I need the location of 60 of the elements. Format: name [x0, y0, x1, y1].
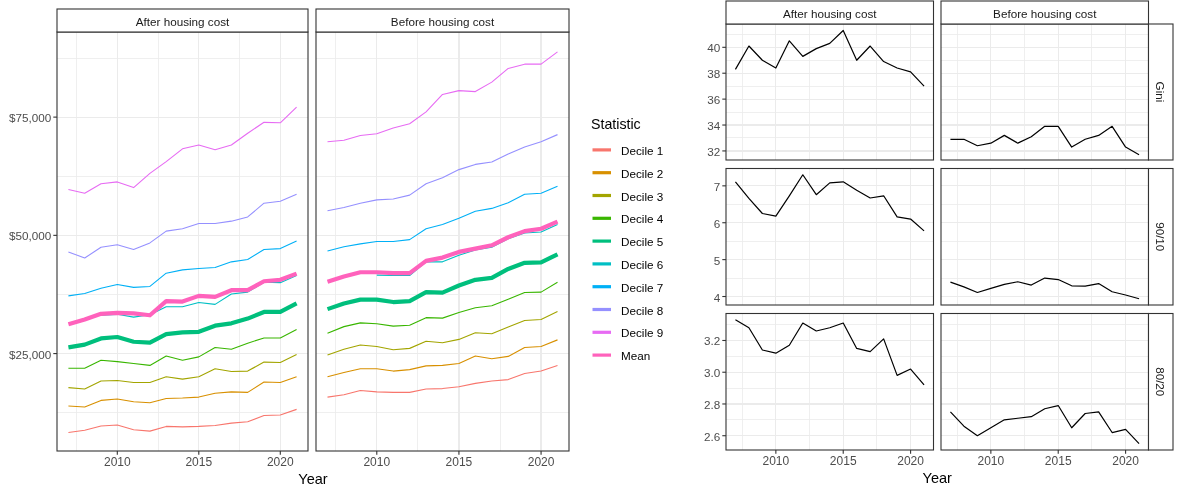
line-series: [66, 271, 299, 327]
y-tick-label: 7: [713, 179, 721, 193]
x-axis-title: Year: [298, 471, 328, 487]
y2-axis-title: 80/20: [1154, 367, 1168, 397]
x-tick-label: 2015: [829, 454, 857, 468]
x-tick-label: 2010: [762, 454, 790, 468]
line-series: [67, 376, 298, 408]
x-tick-label: 2010: [103, 455, 131, 469]
line-series: [67, 240, 298, 297]
y-tick-label: 32: [707, 144, 721, 158]
line-series: [67, 353, 298, 390]
line-series: [734, 174, 925, 232]
legend-label: Decile 4: [621, 211, 664, 225]
y-tick-label: 38: [707, 66, 721, 80]
y-tick-label: 3.0: [703, 365, 721, 379]
line-series: [67, 328, 298, 369]
legend-label: Decile 1: [621, 143, 664, 157]
x-tick-label: 2020: [897, 454, 925, 468]
x-axis-title: Year: [922, 470, 953, 486]
y-tick-label: 4: [713, 290, 721, 304]
line-series: [67, 408, 298, 434]
x-tick-label: 2010: [363, 455, 391, 469]
legend-label: Decile 3: [621, 189, 664, 202]
x-tick-label: 2015: [1044, 454, 1072, 468]
chart-title: After housing cost: [135, 14, 231, 27]
legend-label: Decile 5: [621, 234, 664, 248]
x-tick-label: 2020: [266, 455, 294, 469]
legend-label: Decile 2: [621, 166, 664, 180]
x-tick-label: 2015: [185, 455, 213, 469]
y-tick-label: 34: [707, 118, 721, 132]
line-series: [734, 29, 925, 87]
x-tick-label: 2010: [977, 454, 1005, 468]
chart-title: Before housing cost: [993, 6, 1098, 19]
x-tick-label: 2020: [527, 455, 555, 469]
y2-axis-title: 90/10: [1154, 222, 1168, 252]
legend-label: Decile 6: [621, 257, 664, 271]
y-tick-label: 2.8: [703, 397, 721, 411]
y-tick-label: $25,000: [8, 347, 52, 361]
legend-label: Decile 7: [621, 280, 664, 294]
y-tick-label: 5: [713, 253, 721, 267]
y-tick-label: 40: [707, 40, 721, 54]
chart-title: Before housing cost: [390, 14, 495, 27]
y2-axis-title: Gini: [1154, 81, 1168, 103]
legend-title: Statistic: [591, 115, 641, 132]
y-tick-label: 3.2: [703, 333, 721, 347]
y-tick-label: 36: [707, 92, 721, 106]
legend-label: Mean: [621, 348, 651, 362]
x-tick-label: 2020: [1112, 454, 1140, 468]
x-tick-label: 2015: [445, 455, 473, 469]
y-tick-label: 2.6: [703, 429, 721, 443]
chart-title: After housing cost: [782, 6, 878, 19]
y-tick-label: 6: [713, 216, 721, 230]
line-series: [67, 193, 298, 259]
y-tick-label: $50,000: [8, 228, 52, 242]
legend-label: Decile 9: [621, 325, 664, 339]
line-series: [734, 319, 925, 386]
y-tick-label: $75,000: [8, 110, 52, 124]
legend-label: Decile 8: [621, 303, 664, 316]
line-series: [66, 301, 299, 350]
line-series: [67, 106, 298, 194]
